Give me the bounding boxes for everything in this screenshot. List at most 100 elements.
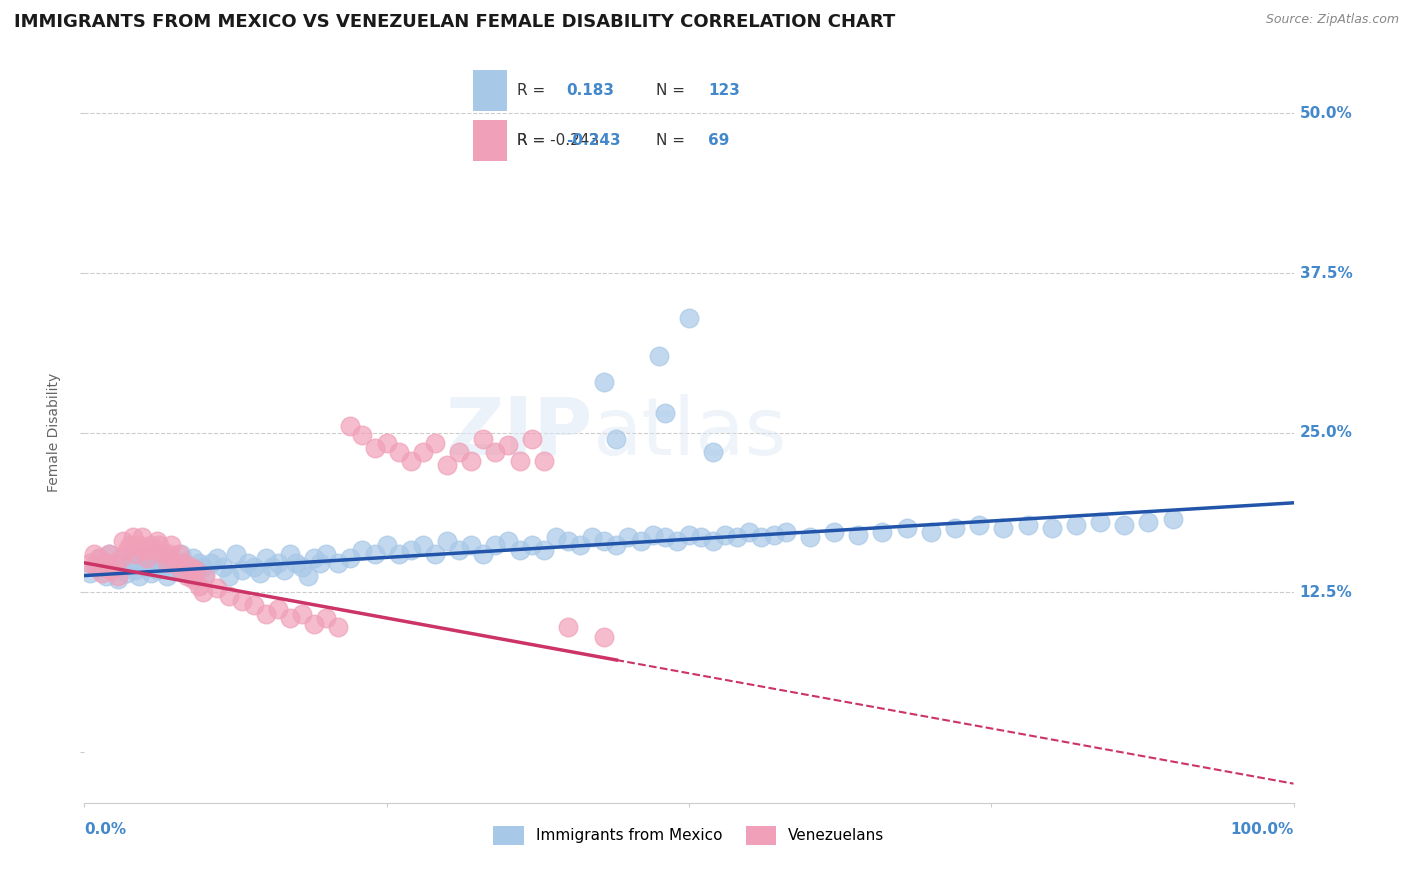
Point [278,611,301,625]
Point [363,441,385,455]
Point [167,547,190,561]
Point [231,594,253,608]
Point [520,432,543,446]
Text: R =: R = [516,133,544,148]
Text: N =: N = [655,83,685,98]
Point [86,556,108,570]
Point [1114,517,1136,532]
Point [352,428,374,442]
Point [143,543,166,558]
Point [254,607,277,621]
Point [184,564,207,578]
Point [120,538,142,552]
Point [207,550,229,565]
Point [1137,515,1160,529]
Point [1040,521,1063,535]
Point [291,559,314,574]
Point [115,543,138,558]
Point [152,547,174,561]
Point [423,435,446,450]
Point [775,525,797,540]
Point [242,598,264,612]
Point [1064,517,1087,532]
Point [388,444,411,458]
Point [284,556,308,570]
Point [131,550,153,565]
Point [436,458,458,472]
FancyBboxPatch shape [474,120,508,161]
Point [91,566,114,580]
Point [146,564,169,578]
Point [155,568,177,582]
FancyBboxPatch shape [474,70,508,111]
Point [148,556,170,570]
Point [509,543,531,558]
Point [460,538,482,552]
Point [436,534,458,549]
Point [181,573,204,587]
Point [648,349,671,363]
Point [200,556,222,570]
Point [236,556,259,570]
Point [363,547,385,561]
Point [678,310,700,325]
Point [423,547,446,561]
Point [207,582,229,596]
Point [315,611,337,625]
Point [180,559,202,574]
Point [124,547,146,561]
Point [115,566,138,580]
Point [762,527,785,541]
Point [1017,517,1039,532]
Point [134,559,156,574]
Point [110,550,132,565]
Point [100,564,122,578]
Point [375,435,398,450]
Text: 12.5%: 12.5% [1299,584,1353,599]
Point [302,550,325,565]
Point [339,419,361,434]
Point [460,453,482,467]
Point [339,550,361,565]
Point [136,556,159,570]
Point [533,453,555,467]
Point [967,517,990,532]
Point [943,521,966,535]
Point [107,568,129,582]
Point [91,559,114,574]
Point [131,530,153,544]
Text: 0.183: 0.183 [567,83,614,98]
Point [218,589,240,603]
Point [184,564,207,578]
Point [328,556,350,570]
Point [191,559,214,574]
Point [1161,512,1184,526]
Point [484,538,506,552]
Point [630,534,652,549]
Point [110,550,132,565]
Text: R =: R = [516,83,544,98]
Point [399,543,422,558]
Point [520,538,543,552]
Text: 100.0%: 100.0% [1230,822,1294,837]
Point [191,585,214,599]
Text: -0.243: -0.243 [567,133,620,148]
Point [267,601,290,615]
Point [1088,515,1111,529]
Point [173,556,195,570]
Point [212,559,235,574]
Point [139,566,162,580]
Point [593,630,616,644]
Point [249,566,271,580]
Point [79,556,101,570]
Point [104,556,127,570]
Point [449,543,471,558]
Point [97,547,120,561]
Point [121,530,143,544]
Point [170,564,193,578]
Point [309,556,332,570]
Point [496,534,519,549]
Point [291,607,314,621]
Text: 37.5%: 37.5% [1299,266,1353,281]
Point [557,620,579,634]
